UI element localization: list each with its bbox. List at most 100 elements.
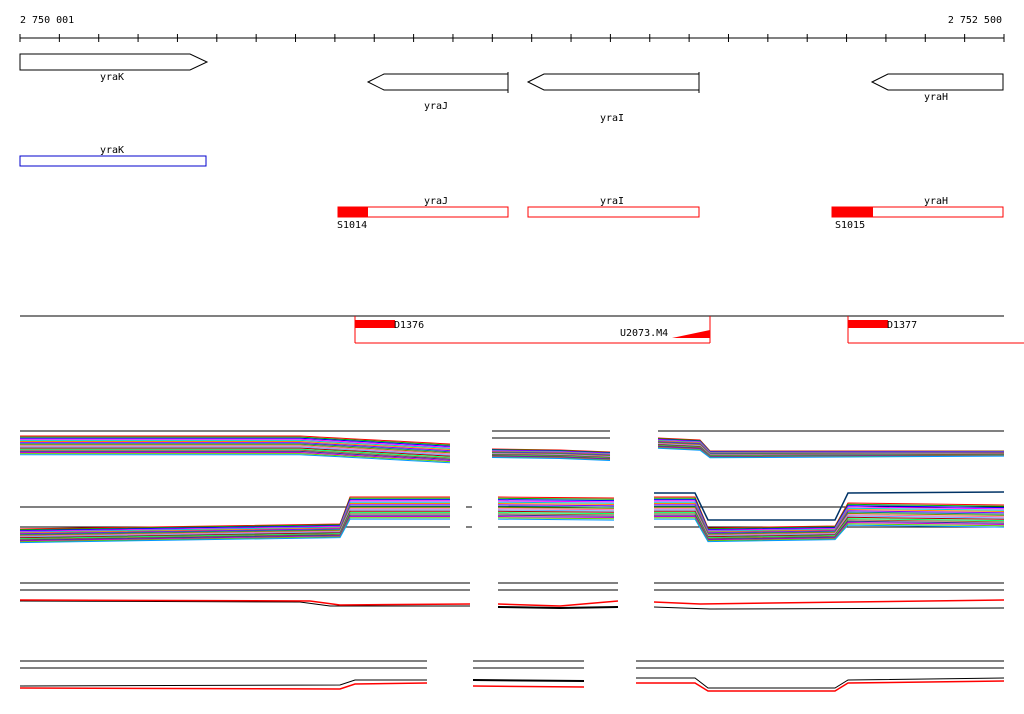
- expression-line: [20, 444, 451, 454]
- expression-line: [497, 518, 615, 521]
- expression-line: [654, 499, 1005, 531]
- expression-tracks: [19, 430, 1005, 692]
- expression-line: [497, 501, 615, 504]
- expression-line: [636, 677, 1005, 689]
- expression-line: [20, 447, 451, 457]
- expression-line: [20, 446, 451, 456]
- transcript-d1376[interactable]: D1376: [354, 316, 710, 344]
- expression-line: [20, 442, 451, 452]
- expression-line: [654, 504, 1005, 534]
- expression-line: [20, 439, 451, 449]
- expression-line: [654, 491, 1005, 521]
- ruler-end-label: 2 752 500: [948, 15, 1002, 26]
- transcript-label: D1377: [887, 320, 917, 331]
- gene-yraJ[interactable]: yraJ: [366, 72, 509, 112]
- gene-yraK[interactable]: yraK: [19, 53, 209, 83]
- expression-line: [497, 513, 615, 516]
- expression-line: [654, 506, 1005, 535]
- expression-line: [657, 438, 1005, 452]
- expression-line: [654, 496, 1005, 529]
- transcript-block[interactable]: [848, 320, 888, 328]
- expression-line: [654, 512, 1005, 539]
- expression-line: [19, 599, 471, 606]
- expression-line: [20, 445, 451, 455]
- gene-arrow-forward[interactable]: [19, 53, 209, 71]
- expression-line: [636, 680, 1005, 692]
- expression-line: [497, 497, 615, 500]
- site-label: S1015: [835, 220, 865, 231]
- transcript-d1377[interactable]: D1377: [847, 316, 1024, 344]
- expression-line: [654, 518, 1005, 543]
- expression-line: [19, 682, 428, 690]
- feature-yraI[interactable]: yraI: [527, 196, 700, 218]
- expression-line: [497, 606, 619, 610]
- expression-line: [20, 436, 451, 446]
- expression-line: [497, 510, 615, 513]
- expression-line: [20, 448, 451, 458]
- expression-line: [497, 506, 615, 509]
- feature-yraH[interactable]: yraH S1015: [831, 196, 1004, 231]
- expression-line: [491, 457, 611, 461]
- expression-line: [20, 450, 451, 460]
- gene-arrow-reverse[interactable]: [526, 73, 700, 91]
- coordinate-ruler: 2 750 001 2 752 500: [19, 15, 1005, 42]
- expression-line: [654, 510, 1005, 538]
- gene-yraI[interactable]: yraI: [526, 72, 700, 124]
- expression-line: [497, 500, 615, 503]
- expression-line: [657, 438, 1005, 453]
- feature-box-yraK[interactable]: [19, 155, 207, 167]
- expression-line: [20, 453, 451, 463]
- expression-line: [20, 449, 451, 459]
- feature-label: yraH: [924, 196, 948, 207]
- gene-label: yraK: [100, 72, 124, 83]
- expression-line: [472, 679, 585, 682]
- expression-line: [654, 514, 1005, 540]
- expression-line: [497, 600, 619, 607]
- expression-line: [654, 509, 1005, 537]
- expression-line: [20, 438, 451, 448]
- expression-line: [19, 600, 470, 607]
- feature-box[interactable]: [527, 206, 700, 218]
- feature-filled-part: [338, 207, 368, 217]
- transcript-label: D1376: [394, 320, 424, 331]
- transcript-block[interactable]: [355, 320, 395, 328]
- annotation-track-blue: yraK: [19, 145, 207, 167]
- transcript-ramp: [672, 330, 710, 338]
- expression-line: [497, 503, 615, 505]
- gene-arrow-reverse[interactable]: [870, 73, 1004, 91]
- expression-line: [654, 501, 1005, 532]
- expression-line: [653, 606, 1005, 610]
- expression-line: [20, 437, 451, 447]
- expression-line: [654, 513, 1005, 539]
- expression-line: [497, 514, 615, 517]
- gene-label: yraJ: [424, 101, 448, 112]
- expression-line: [653, 599, 1005, 605]
- expression-line: [654, 497, 1005, 530]
- ruler-ticks: [19, 34, 1005, 42]
- site-label: S1014: [337, 220, 367, 231]
- expression-line: [497, 499, 615, 502]
- feature-yraJ[interactable]: yraJ S1014: [337, 196, 509, 231]
- expression-line: [497, 505, 615, 508]
- feature-filled-part: [832, 207, 873, 217]
- expression-line: [497, 509, 615, 512]
- gene-label: yraH: [924, 92, 948, 103]
- feature-label: yraK: [100, 145, 124, 156]
- feature-label: yraJ: [424, 196, 448, 207]
- expression-line: [497, 512, 615, 515]
- gene-arrow-reverse[interactable]: [366, 73, 509, 91]
- gene-yraH[interactable]: yraH: [870, 73, 1004, 103]
- expression-line: [654, 503, 1005, 533]
- expression-line: [497, 496, 615, 499]
- transcript-label: U2073.M4: [620, 328, 668, 339]
- expression-line: [20, 452, 451, 461]
- transcript-u2073[interactable]: U2073.M4: [620, 316, 711, 343]
- expression-line: [654, 517, 1005, 542]
- expression-line: [654, 508, 1005, 536]
- expression-line: [497, 508, 615, 511]
- feature-label: yraI: [600, 196, 624, 207]
- expression-line: [497, 516, 615, 518]
- expression-line: [657, 447, 1005, 459]
- gene-track: yraK yraJ yraI yraH: [19, 53, 1004, 124]
